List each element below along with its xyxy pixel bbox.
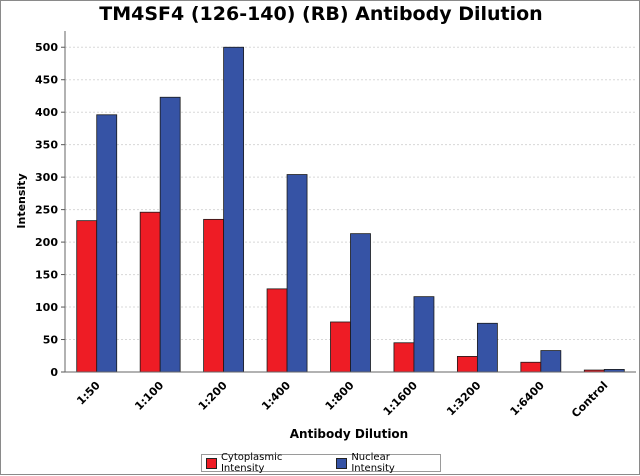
y-axis-label: Intensity: [15, 173, 28, 228]
chart-title: TM4SF4 (126-140) (RB) Antibody Dilution: [99, 3, 543, 25]
legend-swatch-cytoplasmic: [206, 457, 217, 469]
x-tick-label: 1:800: [323, 379, 357, 413]
x-tick-label: 1:1600: [381, 379, 421, 419]
legend-swatch-nuclear: [336, 457, 348, 469]
bar-cytoplasmic-1: [139, 211, 161, 373]
bar-nuclear-5: [413, 296, 435, 373]
y-tick-label: 350: [35, 139, 58, 152]
x-tick-label: 1:6400: [508, 379, 548, 419]
legend-label-nuclear: Nuclear Intensity: [351, 452, 395, 474]
y-tick-label: 200: [35, 236, 58, 249]
legend-item-nuclear: Nuclear Intensity: [336, 452, 436, 474]
bar-nuclear-2: [223, 46, 245, 373]
axis-layer: [61, 31, 636, 373]
legend-label-cytoplasmic: Cytoplasmic Intensity: [220, 452, 283, 474]
x-tick-label: 1:400: [259, 379, 293, 413]
x-tick-label: 1:50: [74, 379, 103, 408]
bar-cytoplasmic-7: [520, 361, 542, 373]
x-tick-label: 1:3200: [444, 379, 484, 419]
bar-cytoplasmic-2: [203, 218, 225, 373]
legend-item-cytoplasmic: Cytoplasmic Intensity: [206, 452, 328, 474]
bar-cytoplasmic-4: [330, 321, 351, 373]
y-tick-label: 300: [35, 171, 58, 184]
bar-cytoplasmic-0: [76, 220, 98, 373]
bar-nuclear-4: [350, 233, 371, 373]
bar-cytoplasmic-3: [266, 288, 288, 373]
y-tick-label: 150: [35, 269, 58, 282]
y-tick-label: 250: [35, 204, 58, 217]
y-tick-label: 100: [35, 301, 58, 314]
bar-nuclear-7: [540, 350, 562, 373]
bar-nuclear-0: [96, 114, 118, 373]
y-tick-label: 450: [35, 74, 58, 87]
legend: Cytoplasmic Intensity Nuclear Intensity: [201, 452, 441, 474]
bar-nuclear-6: [476, 322, 498, 373]
y-tick-label: 500: [35, 41, 58, 54]
y-tick-label: 0: [50, 366, 58, 379]
bar-cytoplasmic-6: [456, 356, 478, 373]
x-tick-label: 1:200: [196, 379, 230, 413]
x-axis-label: Antibody Dilution: [290, 427, 408, 441]
bar-nuclear-1: [159, 96, 181, 373]
y-tick-label: 50: [43, 334, 59, 347]
x-ticks: 1:50 1:100 1:200 1:400 1:800 1:1600 1:3200 1:64…: [74, 379, 610, 421]
x-tick-label: Control: [569, 379, 610, 420]
y-ticks: 0 50 100 150 200 250 300 350 400 450 500: [35, 41, 58, 379]
bar-cytoplasmic-5: [393, 342, 415, 373]
bar-nuclear-3: [286, 174, 308, 373]
x-tick-label: 1:100: [132, 379, 166, 413]
y-tick-label: 400: [35, 106, 58, 119]
